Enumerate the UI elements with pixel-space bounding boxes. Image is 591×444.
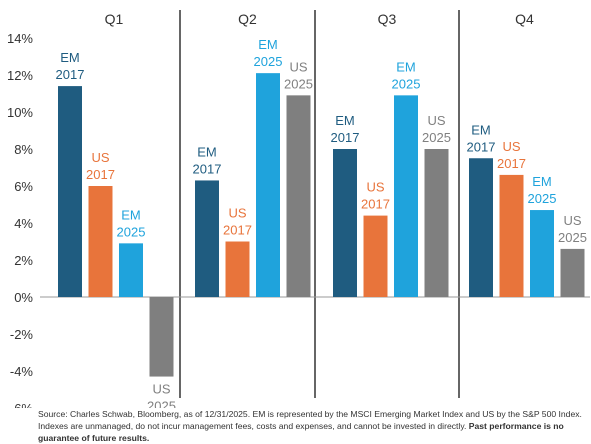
bar-label: US <box>502 139 520 154</box>
bar-label: US <box>366 180 384 195</box>
quarter-label: Q1 <box>105 11 124 27</box>
quarter-label: Q3 <box>378 11 397 27</box>
disclaimer-text: Past performance is no guarantee of futu… <box>38 421 564 443</box>
bar-label: EM <box>471 122 491 137</box>
bar-label: US <box>563 213 581 228</box>
bar-label: 2017 <box>497 156 526 171</box>
bar-label: US <box>289 59 307 74</box>
quarter-label: Q4 <box>515 11 534 27</box>
quarter-labels: Q1 Q2 Q3 Q4 <box>105 11 534 27</box>
bar-label: 2017 <box>361 197 390 212</box>
bar-label: US <box>152 382 170 397</box>
bar <box>499 174 524 297</box>
y-tick-label: -4% <box>10 364 34 379</box>
bar-label: 2017 <box>86 167 115 182</box>
bar-label: US <box>427 113 445 128</box>
bar <box>88 186 113 297</box>
bar-label: EM <box>60 50 80 65</box>
bar-label: 2025 <box>284 76 313 91</box>
bar-label: 2025 <box>117 224 146 239</box>
bar-label: 2025 <box>558 230 587 245</box>
y-tick-label: 2% <box>14 253 33 268</box>
bar <box>560 248 585 297</box>
bar-label: 2017 <box>331 130 360 145</box>
bar-label: EM <box>121 207 141 222</box>
y-tick-label: 0% <box>14 290 33 305</box>
y-tick-label: 14% <box>7 31 33 46</box>
bar-label: 2017 <box>56 67 85 82</box>
bar <box>256 73 280 298</box>
bar-label: 2017 <box>223 223 252 238</box>
bar-label: 2017 <box>467 139 496 154</box>
y-tick-label: 4% <box>14 216 33 231</box>
bar-label: 2025 <box>422 130 451 145</box>
bar <box>119 243 143 297</box>
quarter-label: Q2 <box>238 11 257 27</box>
bar <box>394 95 418 297</box>
bar-label: EM <box>335 113 355 128</box>
bar <box>58 86 82 297</box>
bar-label: US <box>91 150 109 165</box>
y-tick-label: -2% <box>10 327 34 342</box>
bar-label: 2025 <box>528 191 557 206</box>
bar <box>225 241 250 297</box>
bar <box>530 210 554 297</box>
bar <box>424 149 449 297</box>
bar-label: EM <box>258 37 278 52</box>
bar-label: US <box>228 206 246 221</box>
bar <box>363 215 388 297</box>
y-axis: 14% 12% 10% 8% 6% 4% 2% 0% -2% -4% -6% <box>7 31 33 408</box>
bars <box>58 73 585 377</box>
bar-label: 2025 <box>254 54 283 69</box>
source-note: Source: Charles Schwab, Bloomberg, as of… <box>38 408 586 444</box>
bar <box>333 149 357 297</box>
bar <box>149 297 174 377</box>
bar-label: 2025 <box>147 399 176 408</box>
bar-label: 2025 <box>392 76 421 91</box>
y-tick-label: 8% <box>14 142 33 157</box>
y-tick-label: 6% <box>14 179 33 194</box>
returns-bar-chart: 14% 12% 10% 8% 6% 4% 2% 0% -2% -4% -6% Q1 Q2 Q3 Q4 EM… <box>7 10 590 408</box>
y-tick-label: -6% <box>10 401 34 408</box>
bar-label: EM <box>396 59 416 74</box>
y-tick-label: 10% <box>7 105 33 120</box>
bar <box>195 180 219 297</box>
source-text: Source: Charles Schwab, Bloomberg, as of… <box>38 409 582 431</box>
bar <box>286 95 311 297</box>
bar-labels: EM 2017 US 2017 EM 2025 US 2025 EM 2017 US 2017 EM 20… <box>56 37 587 408</box>
bar-label: EM <box>197 144 217 159</box>
bar <box>469 158 493 297</box>
quarter-dividers <box>179 10 460 398</box>
bar-label: 2017 <box>193 161 222 176</box>
bar-label: EM <box>532 174 552 189</box>
y-tick-label: 12% <box>7 68 33 83</box>
